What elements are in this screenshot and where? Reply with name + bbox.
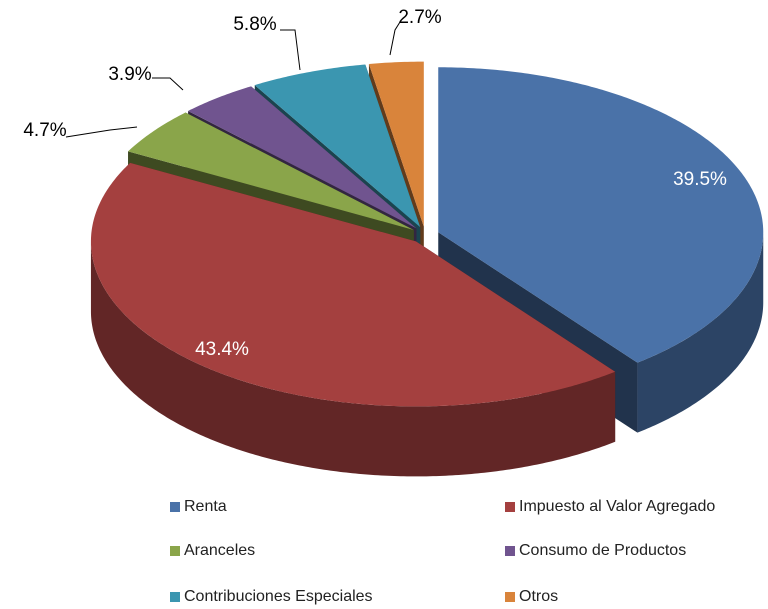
slice-wall [90,241,616,477]
slice-top [368,61,424,227]
legend-label: Aranceles [184,542,255,559]
leader-line [65,126,138,138]
slice [90,162,616,477]
slice-top [438,67,764,363]
legend-swatch [170,546,180,556]
legend-label: Contribuciones Especiales [184,588,373,605]
data-label: 3.9% [108,64,151,85]
data-label: 5.8% [233,14,276,35]
data-label: 39.5% [673,169,727,190]
legend-label: Impuesto al Valor Agregado [519,498,715,515]
legend-swatch [505,592,515,602]
data-label: 4.7% [23,120,66,141]
slice-wall [637,232,764,433]
legend-swatch [170,502,180,512]
legend-label: Consumo de Productos [519,542,686,559]
data-label: 2.7% [398,7,441,28]
leader-line [280,29,301,71]
leader-line [152,77,184,91]
legend-swatch [505,502,515,512]
legend-swatch [170,592,180,602]
slice-top [188,86,417,229]
data-label: 43.4% [195,339,249,360]
slice-top [254,64,421,228]
slice-top [128,112,414,230]
legend-swatch [505,546,515,556]
legend-label: Renta [184,498,227,515]
leader-line [389,21,401,56]
slice-top [90,162,616,407]
legend-label: Otros [519,588,558,605]
